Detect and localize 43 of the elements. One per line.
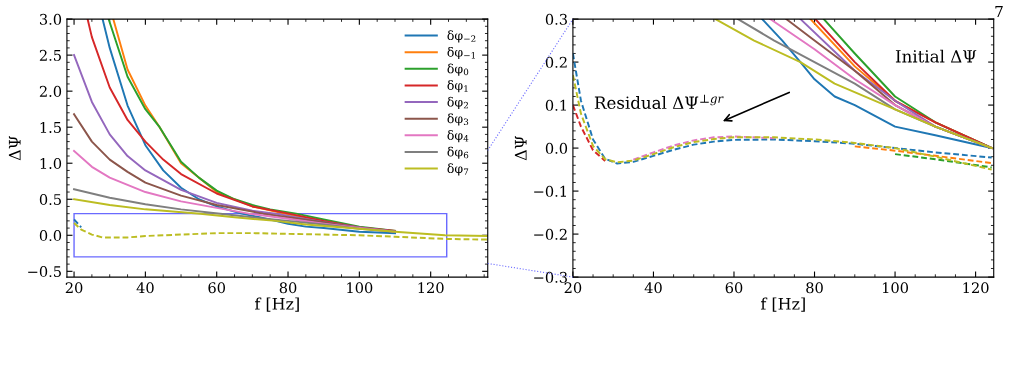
x-tick-label: 60 — [725, 282, 743, 294]
legend-label: δφ$_{7}$ — [447, 163, 469, 176]
legend-label: δφ$_{−1}$ — [447, 46, 475, 60]
y-tick-label: 0.5 — [39, 193, 61, 205]
annotation: Initial ΔΨ — [895, 49, 977, 63]
y-tick-label: −0.2 — [534, 228, 567, 240]
y-tick-label: 1.5 — [40, 121, 61, 133]
legend-label: δφ$_{6}$ — [447, 146, 469, 159]
y-tick-label: −0.1 — [534, 185, 566, 197]
legend-label: δφ$_{3}$ — [447, 113, 469, 126]
annotation: Residual ΔΨ$^{⊥gr}$ — [594, 94, 724, 109]
y-tick-label: 0.1 — [545, 99, 566, 111]
x-tick-label: 120 — [418, 282, 444, 294]
x-tick-label: 20 — [65, 282, 83, 294]
x-tick-label: 80 — [279, 282, 297, 294]
text: 7 — [995, 5, 1003, 18]
x-tick-label: 80 — [806, 282, 823, 294]
y-tick-label: −0.5 — [28, 266, 61, 278]
y-tick-label: 0.0 — [39, 230, 62, 242]
x-tick-label: 40 — [644, 282, 662, 294]
y-tick-label: 2.0 — [39, 85, 62, 97]
y-tick-label: 0.0 — [545, 142, 568, 154]
y-tick-label: 2.5 — [39, 49, 61, 61]
y-axis-title: ΔΨ — [514, 135, 527, 161]
legend-label: δφ$_{4}$ — [447, 130, 469, 143]
x-tick-label: 20 — [564, 282, 582, 294]
legend-label: δφ$_{−2}$ — [447, 30, 476, 43]
y-tick-label: 3.0 — [39, 13, 62, 25]
x-tick-label: 40 — [136, 282, 154, 294]
legend-label: δφ$_{2}$ — [447, 96, 468, 109]
y-axis-title: ΔΨ — [8, 135, 21, 161]
x-tick-label: 100 — [882, 282, 909, 294]
x-axis-title: f [Hz] — [760, 297, 805, 312]
x-tick-label: 60 — [208, 282, 226, 294]
y-tick-label: 1.0 — [40, 157, 62, 169]
y-tick-label: 0.3 — [545, 13, 567, 25]
legend-label: δφ$_{0}$ — [447, 63, 469, 76]
y-tick-label: 0.2 — [545, 56, 567, 68]
legend-label: δφ$_{1}$ — [447, 80, 468, 93]
y-tick-label: −0.3 — [534, 271, 567, 283]
x-axis-title: f [Hz] — [255, 297, 299, 312]
x-tick-label: 120 — [963, 282, 989, 294]
x-tick-label: 100 — [347, 282, 373, 294]
